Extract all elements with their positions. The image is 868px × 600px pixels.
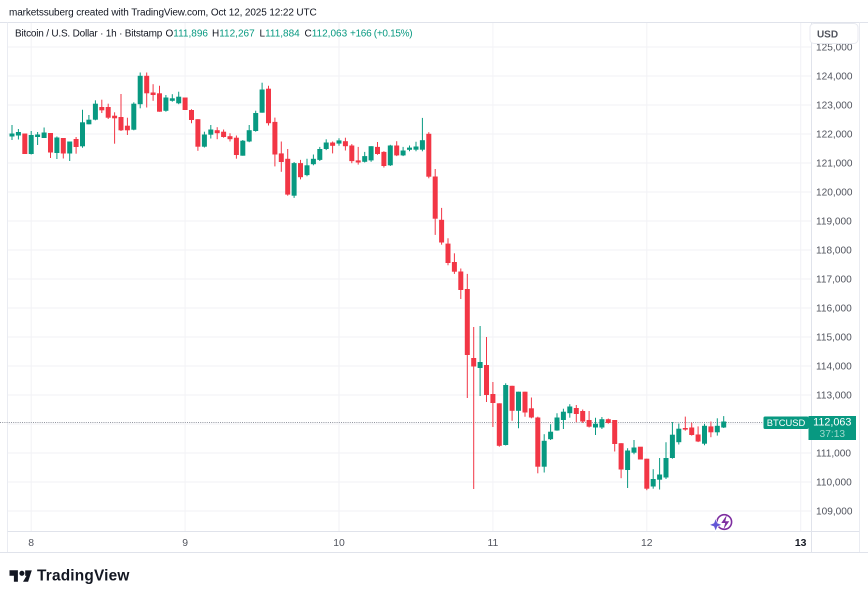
svg-text:marketssuberg created with Tra: marketssuberg created with TradingView.c… — [9, 8, 317, 19]
svg-text:11: 11 — [488, 538, 499, 549]
svg-text:9: 9 — [182, 538, 188, 549]
svg-text:10: 10 — [333, 538, 345, 549]
svg-text:110,000: 110,000 — [816, 478, 852, 489]
svg-text:111,000: 111,000 — [816, 449, 851, 460]
svg-text:123,000: 123,000 — [816, 101, 853, 112]
svg-text:109,000: 109,000 — [816, 507, 853, 518]
svg-text:L111,884: L111,884 — [260, 28, 301, 39]
svg-text:13: 13 — [795, 538, 807, 549]
svg-text:115,000: 115,000 — [816, 333, 852, 344]
svg-text:119,000: 119,000 — [816, 217, 852, 228]
svg-text:120,000: 120,000 — [816, 188, 853, 199]
svg-text:116,000: 116,000 — [816, 304, 852, 315]
svg-text:BTCUSD: BTCUSD — [767, 417, 806, 428]
svg-text:117,000: 117,000 — [816, 275, 852, 286]
svg-text:Bitcoin / U.S. Dollar · 1h · B: Bitcoin / U.S. Dollar · 1h · Bitstamp — [15, 28, 163, 39]
svg-text:114,000: 114,000 — [816, 362, 852, 373]
svg-text:118,000: 118,000 — [816, 246, 852, 257]
svg-text:113,000: 113,000 — [816, 391, 852, 402]
svg-text:112,063: 112,063 — [813, 417, 851, 429]
svg-text:H112,267: H112,267 — [212, 28, 255, 39]
svg-text:C112,063: C112,063 — [305, 28, 348, 39]
svg-text:+166 (+0.15%): +166 (+0.15%) — [350, 28, 412, 39]
svg-text:124,000: 124,000 — [816, 72, 853, 83]
svg-text:USD: USD — [817, 29, 838, 40]
svg-text:12: 12 — [641, 538, 653, 549]
svg-text:125,000: 125,000 — [816, 43, 853, 54]
svg-text:O111,896: O111,896 — [166, 28, 209, 39]
svg-text:37:13: 37:13 — [820, 429, 846, 440]
svg-text:122,000: 122,000 — [816, 130, 853, 141]
svg-text:8: 8 — [28, 538, 34, 549]
svg-text:TradingView: TradingView — [37, 568, 130, 585]
svg-text:121,000: 121,000 — [816, 159, 853, 170]
